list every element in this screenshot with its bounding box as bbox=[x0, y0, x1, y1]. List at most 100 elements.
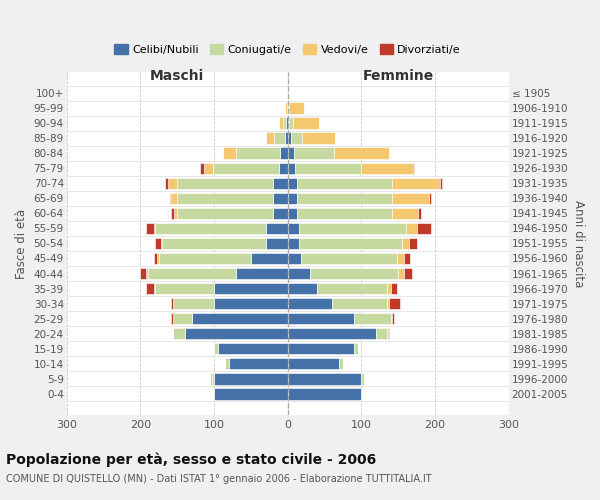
Bar bbox=[279, 118, 283, 129]
Bar bbox=[170, 192, 171, 204]
Bar bbox=[140, 268, 146, 280]
Bar bbox=[376, 328, 387, 340]
Bar bbox=[166, 178, 168, 189]
Bar bbox=[283, 118, 286, 129]
Bar bbox=[388, 328, 389, 340]
Bar bbox=[214, 373, 287, 384]
Bar bbox=[354, 312, 391, 324]
Bar bbox=[302, 132, 335, 144]
Bar bbox=[299, 238, 402, 250]
Bar bbox=[170, 208, 174, 220]
Bar bbox=[361, 162, 413, 174]
Bar bbox=[154, 252, 157, 264]
Bar bbox=[161, 238, 163, 250]
Bar bbox=[185, 328, 287, 340]
Bar bbox=[287, 208, 296, 220]
Bar bbox=[287, 102, 289, 114]
Bar bbox=[418, 208, 421, 220]
Bar bbox=[391, 282, 397, 294]
Bar bbox=[214, 343, 218, 354]
Bar bbox=[154, 222, 155, 234]
Bar bbox=[157, 252, 159, 264]
Bar bbox=[148, 268, 236, 280]
Bar bbox=[392, 312, 394, 324]
Bar bbox=[236, 148, 280, 159]
Bar bbox=[398, 268, 404, 280]
Bar bbox=[285, 132, 287, 144]
Bar bbox=[273, 178, 287, 189]
Bar bbox=[173, 298, 214, 310]
Bar bbox=[229, 358, 287, 370]
Bar bbox=[287, 252, 301, 264]
Bar bbox=[413, 162, 415, 174]
Bar bbox=[332, 298, 387, 310]
Bar bbox=[212, 373, 214, 384]
Text: Maschi: Maschi bbox=[150, 68, 204, 82]
Bar bbox=[354, 343, 358, 354]
Bar bbox=[273, 192, 287, 204]
Text: Popolazione per età, sesso e stato civile - 2006: Popolazione per età, sesso e stato civil… bbox=[6, 452, 376, 467]
Bar bbox=[406, 222, 416, 234]
Bar bbox=[301, 252, 397, 264]
Bar bbox=[174, 208, 177, 220]
Bar bbox=[177, 192, 273, 204]
Bar bbox=[392, 178, 440, 189]
Bar bbox=[293, 118, 319, 129]
Bar bbox=[177, 178, 273, 189]
Bar bbox=[287, 268, 310, 280]
Bar bbox=[287, 282, 317, 294]
Bar bbox=[317, 282, 387, 294]
Bar bbox=[155, 238, 161, 250]
Bar bbox=[287, 88, 289, 99]
Bar bbox=[273, 208, 287, 220]
Bar bbox=[192, 312, 287, 324]
Bar bbox=[429, 192, 431, 204]
Bar bbox=[146, 222, 154, 234]
Y-axis label: Anni di nascita: Anni di nascita bbox=[572, 200, 585, 287]
Bar bbox=[404, 252, 410, 264]
Bar bbox=[287, 312, 354, 324]
Bar bbox=[146, 282, 154, 294]
Bar bbox=[409, 238, 416, 250]
Bar bbox=[173, 328, 185, 340]
Bar bbox=[391, 312, 392, 324]
Bar bbox=[287, 373, 361, 384]
Bar bbox=[159, 252, 251, 264]
Bar bbox=[286, 118, 287, 129]
Bar bbox=[287, 358, 339, 370]
Bar bbox=[203, 162, 212, 174]
Legend: Celibi/Nubili, Coniugati/e, Vedovi/e, Divorziati/e: Celibi/Nubili, Coniugati/e, Vedovi/e, Di… bbox=[110, 40, 466, 59]
Bar bbox=[397, 252, 404, 264]
Bar bbox=[387, 282, 391, 294]
Bar bbox=[440, 178, 442, 189]
Bar bbox=[154, 282, 155, 294]
Bar bbox=[290, 132, 302, 144]
Bar bbox=[287, 178, 296, 189]
Bar bbox=[361, 373, 364, 384]
Text: Femmine: Femmine bbox=[362, 68, 434, 82]
Bar bbox=[287, 238, 299, 250]
Bar bbox=[287, 148, 293, 159]
Bar bbox=[163, 238, 266, 250]
Bar bbox=[171, 312, 173, 324]
Bar bbox=[293, 148, 334, 159]
Y-axis label: Fasce di età: Fasce di età bbox=[15, 208, 28, 278]
Bar bbox=[310, 268, 398, 280]
Bar bbox=[404, 268, 412, 280]
Bar bbox=[287, 222, 299, 234]
Bar bbox=[177, 208, 273, 220]
Bar bbox=[287, 192, 296, 204]
Bar bbox=[274, 132, 285, 144]
Bar bbox=[170, 298, 173, 310]
Bar bbox=[287, 298, 332, 310]
Bar bbox=[296, 208, 392, 220]
Bar bbox=[287, 343, 354, 354]
Bar bbox=[146, 268, 148, 280]
Bar bbox=[296, 192, 392, 204]
Bar bbox=[212, 162, 279, 174]
Bar bbox=[211, 373, 212, 384]
Bar bbox=[387, 328, 388, 340]
Bar bbox=[279, 162, 287, 174]
Text: COMUNE DI QUISTELLO (MN) - Dati ISTAT 1° gennaio 2006 - Elaborazione TUTTITALIA.: COMUNE DI QUISTELLO (MN) - Dati ISTAT 1°… bbox=[6, 474, 431, 484]
Bar bbox=[299, 222, 406, 234]
